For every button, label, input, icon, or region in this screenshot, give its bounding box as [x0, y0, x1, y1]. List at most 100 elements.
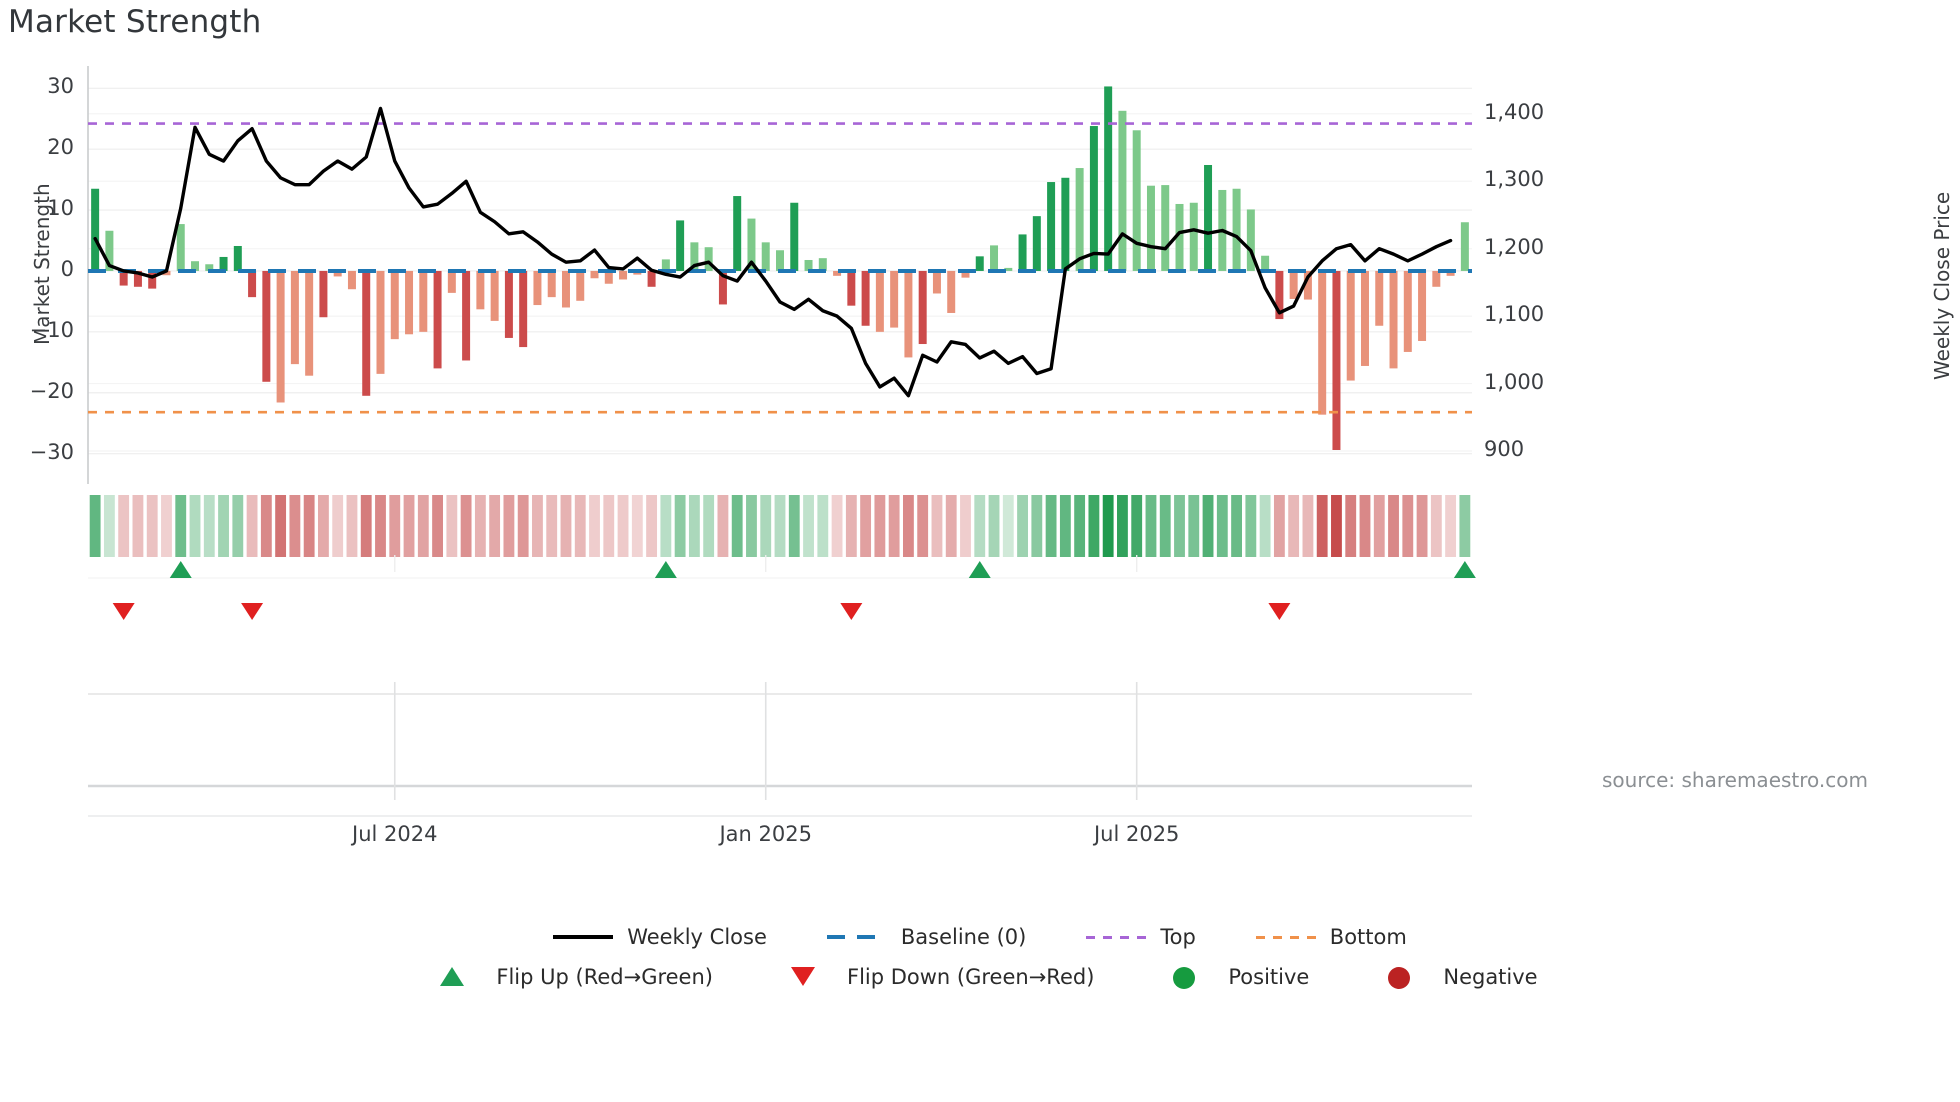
bar — [405, 270, 414, 335]
bar — [347, 270, 356, 290]
heatmap-cell — [1459, 495, 1471, 557]
heatmap-cell — [417, 495, 429, 557]
bar — [376, 270, 385, 374]
heatmap-cell — [189, 495, 201, 557]
heatmap-cell — [1416, 495, 1428, 557]
bar — [747, 218, 756, 271]
triangle-up-icon — [440, 967, 465, 986]
heatmap-cell — [1017, 495, 1028, 557]
heatmap-cell — [1102, 495, 1114, 557]
bar — [1403, 270, 1412, 352]
flip-up-marker[interactable] — [169, 561, 192, 578]
bar — [305, 270, 314, 376]
bar — [233, 245, 242, 271]
legend-key-dotted — [1086, 927, 1147, 947]
legend-dashed-line-icon — [826, 935, 887, 939]
heatmap-cell — [318, 495, 329, 557]
bar-group — [91, 86, 1469, 450]
heatmap-cell — [332, 495, 344, 557]
bar — [890, 270, 899, 328]
heatmap-cell — [432, 495, 443, 557]
heatmap-strip — [89, 495, 1471, 557]
heatmap-cell — [646, 495, 658, 557]
flip-up-marker[interactable] — [1453, 561, 1476, 578]
legend-item[interactable]: Negative — [1369, 965, 1538, 989]
legend-row-2: Flip Up (Red→Green) Flip Down (Green→Red)… — [0, 965, 1960, 989]
heatmap-cell — [1345, 495, 1357, 557]
heatmap-cell — [389, 495, 401, 557]
flip-marker-group — [112, 561, 1476, 620]
heatmap-cell — [945, 495, 957, 557]
legend-label: Baseline (0) — [900, 925, 1027, 949]
legend-label: Positive — [1228, 965, 1310, 989]
circle-icon — [1388, 967, 1411, 989]
heatmap-cell — [560, 495, 572, 557]
bar — [1275, 270, 1284, 320]
bar — [647, 270, 656, 287]
y-tick-left: 30 — [47, 74, 74, 99]
heatmap-cell — [203, 495, 215, 557]
bar — [462, 270, 471, 361]
legend-label: Bottom — [1329, 925, 1407, 949]
flip-down-marker[interactable] — [112, 603, 135, 620]
flip-down-marker[interactable] — [1268, 603, 1291, 620]
y-tick-left: −20 — [29, 378, 74, 403]
legend-item[interactable]: Top — [1086, 925, 1196, 949]
legend-key-flip-down — [773, 967, 833, 987]
bar — [1089, 126, 1098, 271]
y-tick-right: 1,000 — [1484, 369, 1545, 394]
heatmap-cell — [1402, 495, 1414, 557]
legend-item[interactable]: Positive — [1154, 965, 1309, 989]
legend-label: Flip Up (Red→Green) — [496, 965, 713, 989]
bar — [918, 270, 927, 345]
bar — [390, 270, 399, 340]
heatmap-cell — [89, 495, 101, 557]
bar — [861, 270, 870, 326]
bar — [704, 247, 713, 271]
heatmap-cell — [1145, 495, 1157, 557]
heatmap-cell — [845, 495, 857, 557]
legend-label: Negative — [1443, 965, 1538, 989]
legend-item[interactable]: Weekly Close — [553, 925, 767, 949]
bar — [504, 270, 513, 338]
flip-down-marker[interactable] — [241, 603, 264, 620]
y-tick-right: 1,400 — [1484, 99, 1545, 124]
heatmap-cell — [888, 495, 900, 557]
bar — [433, 270, 442, 369]
flip-up-marker[interactable] — [968, 561, 991, 578]
legend-key-line — [553, 927, 614, 947]
weekly-close-line — [93, 106, 1453, 398]
bar — [319, 270, 328, 318]
legend-key-circle — [1154, 967, 1214, 989]
bar — [690, 242, 699, 271]
heatmap-cell — [503, 495, 515, 557]
heatmap-cell — [532, 495, 543, 557]
flip-down-marker[interactable] — [840, 603, 863, 620]
bar — [619, 270, 628, 280]
heatmap-cell — [132, 495, 144, 557]
heatmap-cell — [474, 495, 486, 557]
bar — [119, 270, 128, 286]
bar — [776, 250, 784, 271]
bar — [162, 270, 171, 276]
bar — [1246, 209, 1255, 271]
bar — [1061, 177, 1070, 271]
bar — [133, 270, 142, 287]
legend-item[interactable]: Bottom — [1255, 925, 1407, 949]
bar — [1303, 270, 1312, 300]
heatmap-cell — [1373, 495, 1385, 557]
bar — [148, 270, 157, 289]
y-tick-left: 20 — [47, 135, 74, 160]
bar — [1289, 270, 1298, 299]
legend-item[interactable]: Flip Up (Red→Green) — [422, 965, 713, 989]
heatmap-cell — [831, 495, 843, 557]
y-tick-left: 10 — [47, 196, 74, 221]
legend-item[interactable]: Baseline (0) — [826, 925, 1027, 949]
bar — [847, 270, 856, 306]
flip-up-marker[interactable] — [654, 561, 677, 578]
bar — [676, 220, 685, 271]
heatmap-cell — [902, 495, 914, 557]
bar — [262, 270, 271, 382]
legend-item[interactable]: Flip Down (Green→Red) — [773, 965, 1094, 989]
heatmap-cell — [617, 495, 629, 557]
